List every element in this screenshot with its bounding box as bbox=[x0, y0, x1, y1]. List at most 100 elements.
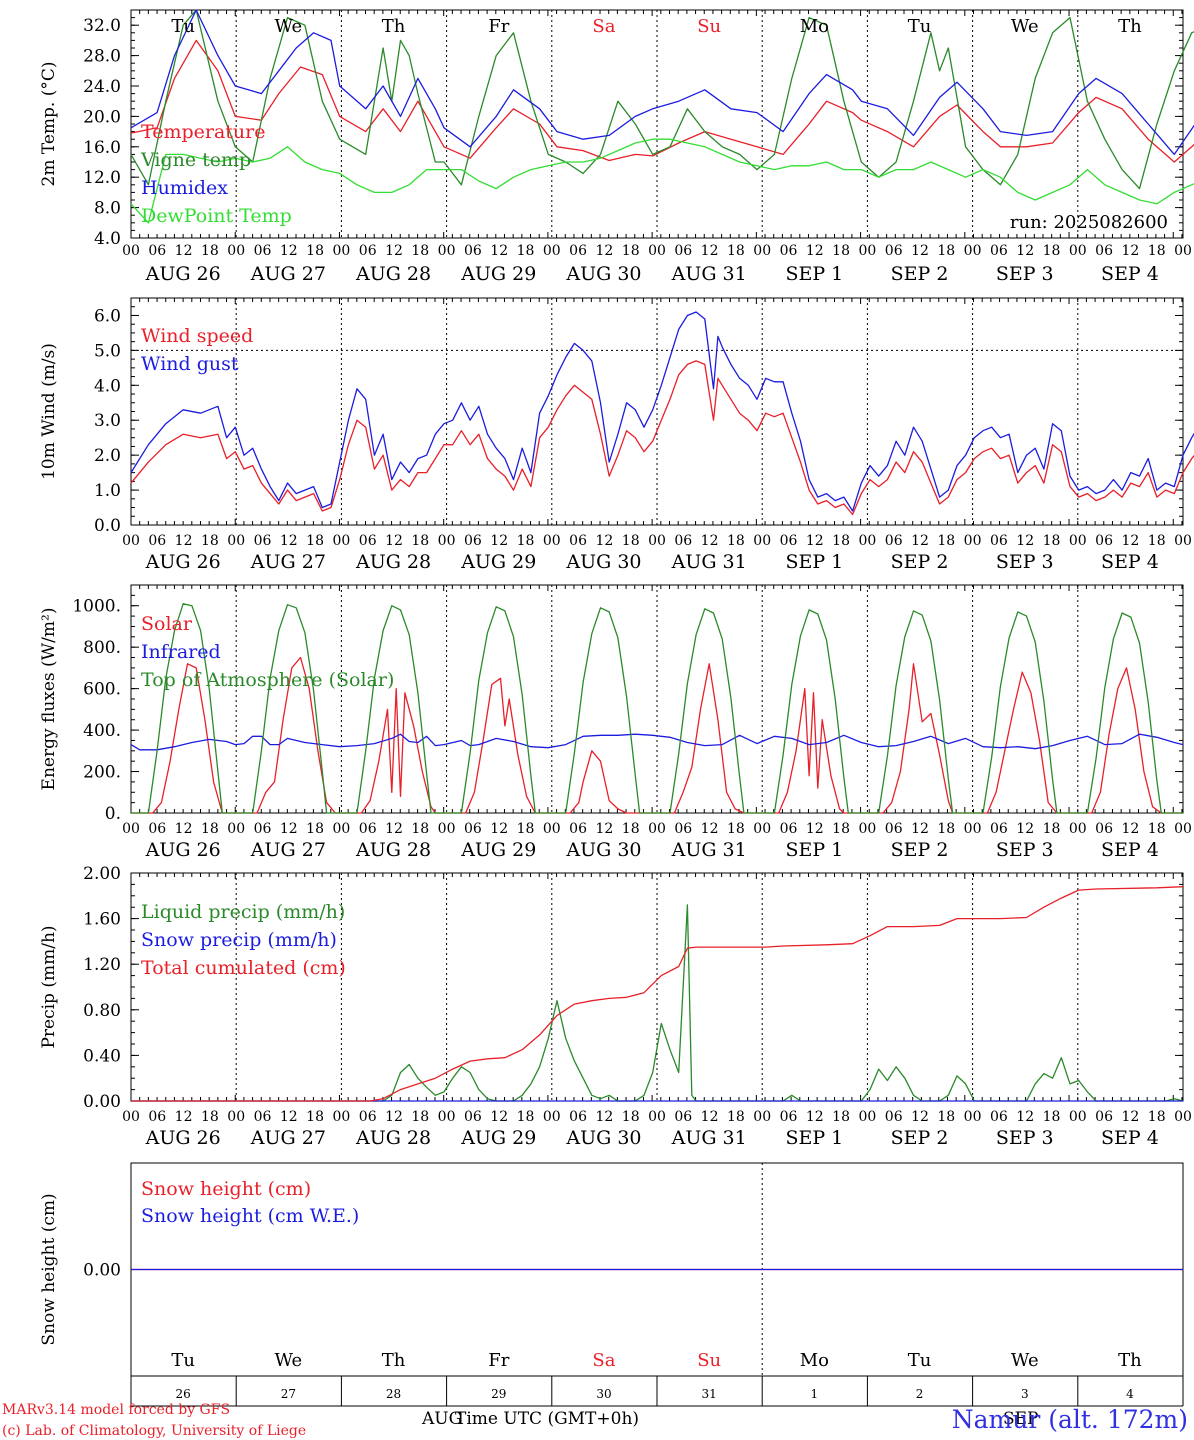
y-axis-label: 10m Wind (m/s) bbox=[39, 343, 59, 480]
legend-entry: Vigne temp bbox=[140, 149, 251, 171]
hour-tick-label: 06 bbox=[885, 533, 903, 549]
hour-tick-label: 18 bbox=[306, 821, 324, 837]
y-tick-label: 32.0 bbox=[83, 16, 121, 36]
hour-tick-label: 06 bbox=[990, 1109, 1008, 1125]
y-tick-label: 6.0 bbox=[94, 306, 121, 326]
hour-tick-label: 12 bbox=[1016, 533, 1034, 549]
hour-tick-label: 18 bbox=[622, 1109, 640, 1125]
hour-tick-label: 12 bbox=[175, 243, 193, 259]
date-label: SEP 4 bbox=[1101, 839, 1159, 861]
month-right: SEP bbox=[1003, 1409, 1039, 1429]
hour-tick-label: 12 bbox=[1016, 1109, 1034, 1125]
hour-tick-label: 18 bbox=[1148, 533, 1166, 549]
hour-tick-label: 00 bbox=[332, 821, 350, 837]
legend-entry: Snow precip (mm/h) bbox=[141, 929, 337, 951]
date-label: AUG 31 bbox=[671, 839, 747, 861]
chart-panel-3: 0. 200. 400. 600. 800. 1000. Energy fluxes (W/… bbox=[39, 584, 1192, 861]
y-axis-label: Precip (mm/h) bbox=[39, 925, 59, 1048]
y-tick-label: 3.0 bbox=[94, 411, 121, 431]
hour-tick-label: 12 bbox=[385, 821, 403, 837]
date-label: SEP 2 bbox=[891, 1127, 949, 1149]
hour-tick-label: 12 bbox=[385, 533, 403, 549]
hour-tick-label: 00 bbox=[858, 533, 876, 549]
date-label: AUG 28 bbox=[355, 551, 431, 573]
hour-tick-label: 12 bbox=[701, 821, 719, 837]
hour-tick-label: 12 bbox=[490, 821, 508, 837]
date-label: AUG 26 bbox=[145, 551, 221, 573]
hour-tick-label: 00 bbox=[227, 533, 245, 549]
hour-tick-label: 00 bbox=[122, 243, 140, 259]
y-tick-label: 12.0 bbox=[83, 168, 121, 188]
hour-tick-label: 06 bbox=[254, 1109, 272, 1125]
hour-tick-label: 06 bbox=[148, 533, 166, 549]
hour-tick-label: 18 bbox=[1148, 821, 1166, 837]
weekday-label: Mo bbox=[800, 1350, 829, 1371]
hour-tick-label: 06 bbox=[254, 533, 272, 549]
hour-tick-label: 06 bbox=[780, 533, 798, 549]
hour-tick-label: 00 bbox=[438, 243, 456, 259]
hour-tick-label: 00 bbox=[122, 1109, 140, 1125]
legend-entry: Solar bbox=[141, 613, 193, 635]
weekday-label: Tu bbox=[171, 16, 195, 37]
hour-tick-label: 00 bbox=[964, 821, 982, 837]
hour-tick-label: 12 bbox=[806, 533, 824, 549]
date-label: SEP 2 bbox=[891, 551, 949, 573]
date-label: AUG 29 bbox=[460, 839, 536, 861]
y-tick-label: 400. bbox=[83, 721, 121, 741]
hour-tick-label: 12 bbox=[595, 821, 613, 837]
hour-tick-label: 00 bbox=[543, 1109, 561, 1125]
hour-tick-label: 18 bbox=[411, 533, 429, 549]
series-line-vigne-temp bbox=[130, 9, 1194, 190]
hour-tick-label: 18 bbox=[1043, 533, 1061, 549]
date-label: SEP 3 bbox=[996, 263, 1054, 285]
day-number: 2 bbox=[916, 1387, 924, 1401]
hour-tick-label: 00 bbox=[1174, 1109, 1192, 1125]
hour-tick-label: 00 bbox=[122, 533, 140, 549]
series-line-top-of-atmosphere-solar bbox=[131, 603, 1183, 814]
hour-tick-label: 18 bbox=[937, 533, 955, 549]
date-label: SEP 2 bbox=[891, 839, 949, 861]
hour-tick-label: 06 bbox=[780, 243, 798, 259]
hour-tick-label: 06 bbox=[148, 243, 166, 259]
hour-tick-label: 12 bbox=[911, 1109, 929, 1125]
hour-tick-label: 12 bbox=[701, 533, 719, 549]
y-tick-label: 600. bbox=[83, 680, 121, 700]
day-number: 27 bbox=[281, 1387, 296, 1401]
date-label: AUG 27 bbox=[250, 263, 326, 285]
y-tick-label: 200. bbox=[83, 763, 121, 783]
date-label: AUG 31 bbox=[671, 1127, 747, 1149]
run-label: run: 2025082600 bbox=[1010, 212, 1168, 233]
weekday-label: Su bbox=[697, 1350, 721, 1371]
day-number: 3 bbox=[1021, 1387, 1029, 1401]
plot-frame bbox=[130, 584, 1184, 814]
date-label: SEP 3 bbox=[996, 551, 1054, 573]
day-number: 28 bbox=[386, 1387, 401, 1401]
hour-tick-label: 00 bbox=[1174, 533, 1192, 549]
hour-tick-label: 06 bbox=[569, 533, 587, 549]
hour-tick-label: 00 bbox=[1069, 821, 1087, 837]
hour-tick-label: 18 bbox=[727, 1109, 745, 1125]
hour-tick-label: 00 bbox=[543, 821, 561, 837]
date-label: AUG 30 bbox=[565, 551, 641, 573]
hour-tick-label: 06 bbox=[674, 821, 692, 837]
month-left: AUG bbox=[421, 1409, 462, 1429]
hour-tick-label: 00 bbox=[1069, 533, 1087, 549]
y-tick-label: 24.0 bbox=[83, 77, 121, 97]
hour-tick-label: 06 bbox=[990, 243, 1008, 259]
hour-tick-label: 18 bbox=[517, 1109, 535, 1125]
hour-tick-label: 12 bbox=[1121, 1109, 1139, 1125]
weekday-label: Th bbox=[1118, 1350, 1142, 1371]
date-label: SEP 1 bbox=[785, 263, 843, 285]
hour-tick-label: 18 bbox=[832, 1109, 850, 1125]
hour-tick-label: 12 bbox=[175, 1109, 193, 1125]
hour-tick-label: 06 bbox=[148, 1109, 166, 1125]
y-tick-label: 0.80 bbox=[83, 1001, 121, 1021]
hour-tick-label: 18 bbox=[1148, 1109, 1166, 1125]
y-tick-label: 0.0 bbox=[94, 516, 121, 536]
hour-tick-label: 12 bbox=[385, 243, 403, 259]
weekday-label: Mo bbox=[800, 16, 829, 37]
hour-tick-label: 12 bbox=[280, 821, 298, 837]
hour-tick-label: 12 bbox=[175, 533, 193, 549]
weekday-label: We bbox=[1011, 16, 1039, 37]
hour-tick-label: 00 bbox=[122, 821, 140, 837]
